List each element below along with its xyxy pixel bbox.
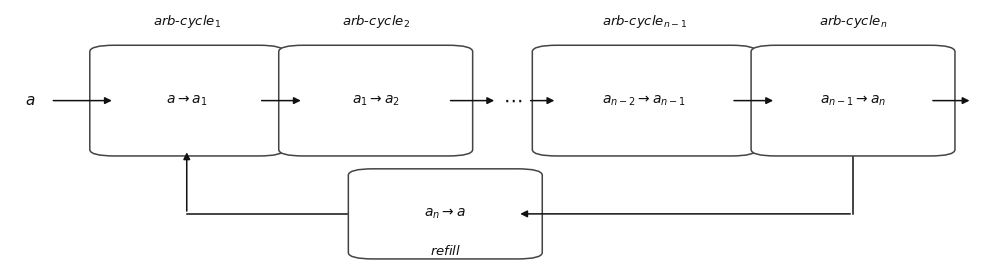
FancyBboxPatch shape <box>532 45 756 156</box>
Text: $arb\text{-}cycle_1$: $arb\text{-}cycle_1$ <box>153 13 221 30</box>
FancyBboxPatch shape <box>90 45 284 156</box>
Text: $a_n \rightarrow a$: $a_n \rightarrow a$ <box>424 207 466 221</box>
Text: $\cdots$: $\cdots$ <box>503 91 523 110</box>
FancyBboxPatch shape <box>279 45 473 156</box>
Text: $arb\text{-}cycle_n$: $arb\text{-}cycle_n$ <box>819 13 887 30</box>
FancyBboxPatch shape <box>348 169 542 259</box>
Text: $a$: $a$ <box>25 93 36 108</box>
Text: $arb\text{-}cycle_{n-1}$: $arb\text{-}cycle_{n-1}$ <box>602 13 687 30</box>
Text: $a \rightarrow a_1$: $a \rightarrow a_1$ <box>166 93 207 108</box>
FancyBboxPatch shape <box>751 45 955 156</box>
Text: $refill$: $refill$ <box>430 244 461 258</box>
Text: $a_{n-2} \rightarrow a_{n-1}$: $a_{n-2} \rightarrow a_{n-1}$ <box>602 93 686 108</box>
Text: $a_{n-1} \rightarrow a_n$: $a_{n-1} \rightarrow a_n$ <box>820 93 886 108</box>
Text: $a_1 \rightarrow a_2$: $a_1 \rightarrow a_2$ <box>352 93 400 108</box>
Text: $arb\text{-}cycle_2$: $arb\text{-}cycle_2$ <box>342 13 410 30</box>
